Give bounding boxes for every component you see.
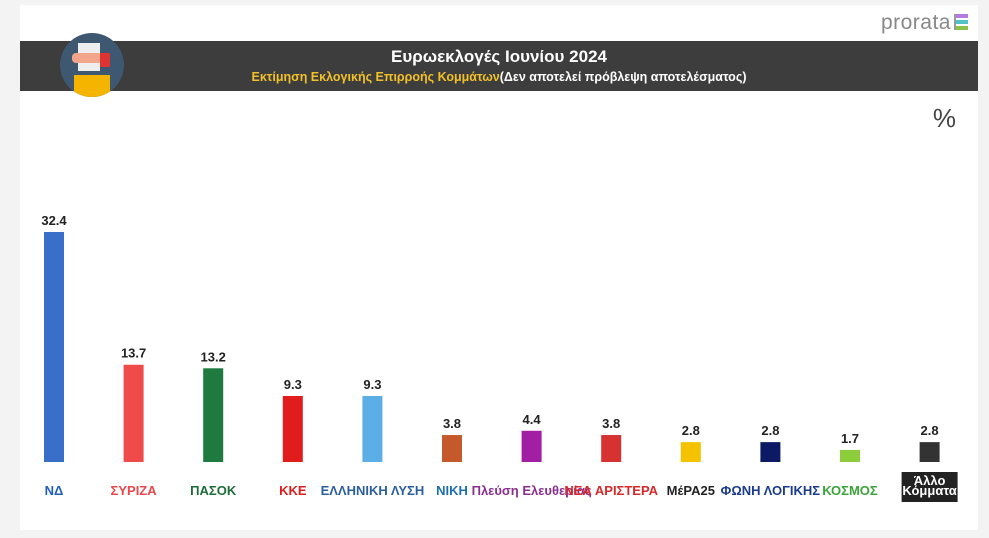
unit-label: % [932,103,956,133]
party-logo: ΝΕΑ ΑΡΙΣΤΕΡΑ [564,483,658,498]
party-logo: ΣΥΡΙΖΑ [111,483,158,498]
bar-chart: 32.4 ΝΔ 13.7 ΣΥΡΙΖΑ 13.2 ΠΑΣΟΚ 9.3 ΚΚΕ 9.3 ΕΛΛΗΝΙ… [41,213,958,502]
party-logo: ΦΩΝΗ ΛΟΓΙΚΗΣ [721,483,821,498]
ballot-box-icon [60,33,124,97]
data-label: 13.7 [121,346,146,361]
data-label: 2.8 [761,423,779,438]
party-logo: ΚΚΕ [279,483,307,498]
data-label: 3.8 [602,416,620,431]
bar [282,395,303,462]
bar [919,442,940,462]
bar [362,395,383,462]
data-label: 13.2 [201,349,226,364]
data-label: 2.8 [921,423,939,438]
chart-title: Ευρωεκλογές Ιουνίου 2024 [391,47,607,66]
party-logo: ΕΛΛΗΝΙΚΗ ΛΥΣΗ [321,483,425,498]
bar [760,442,781,462]
data-label: 4.4 [523,412,542,427]
subtitle-rest: (Δεν αποτελεί πρόβλεψη αποτελέσματος) [499,70,747,84]
party-logo-box [901,472,958,502]
party-logo: ΠΑΣΟΚ [190,483,237,498]
brand-text: prorata [880,11,951,34]
chart-subtitle: Εκτίμηση Εκλογικής Επιρροής Κομμάτων(Δεν… [20,70,978,84]
party-logo: ΜέΡΑ25 [667,483,715,498]
bar [123,364,144,462]
prorata-logo: prorata [881,11,968,35]
party-logo: Πλεύση Ελευθερίας [472,483,592,498]
title-band: Ευρωεκλογές Ιουνίου 2024 Εκτίμηση Εκλογι… [20,41,978,91]
bar [44,232,64,462]
party-logo: ΚΟΣΜΟΣ [822,483,878,498]
chart-card: prorata Ευρωεκλογές Ιουνίου 2024 Εκτίμησ… [20,5,978,530]
bar [680,442,701,462]
subtitle-highlight: Εκτίμηση Εκλογικής Επιρροής Κομμάτων [251,70,500,84]
data-label: 2.8 [682,423,700,438]
bar [442,435,462,462]
brand-bars-icon [954,14,968,30]
party-logo: ΝΔ [45,483,64,498]
data-label: 1.7 [841,431,859,446]
data-label: 32.4 [41,213,67,228]
party-logo: ΝΙΚΗ [436,483,468,498]
party-logo: Άλλο [914,473,946,488]
party-logo: Κόμματα [902,483,956,498]
bar [840,449,860,462]
data-label: 3.8 [443,416,461,431]
bar [203,368,224,462]
data-label: 9.3 [284,377,302,392]
data-label: 9.3 [363,377,381,392]
bar [601,435,622,462]
bar [521,430,542,462]
